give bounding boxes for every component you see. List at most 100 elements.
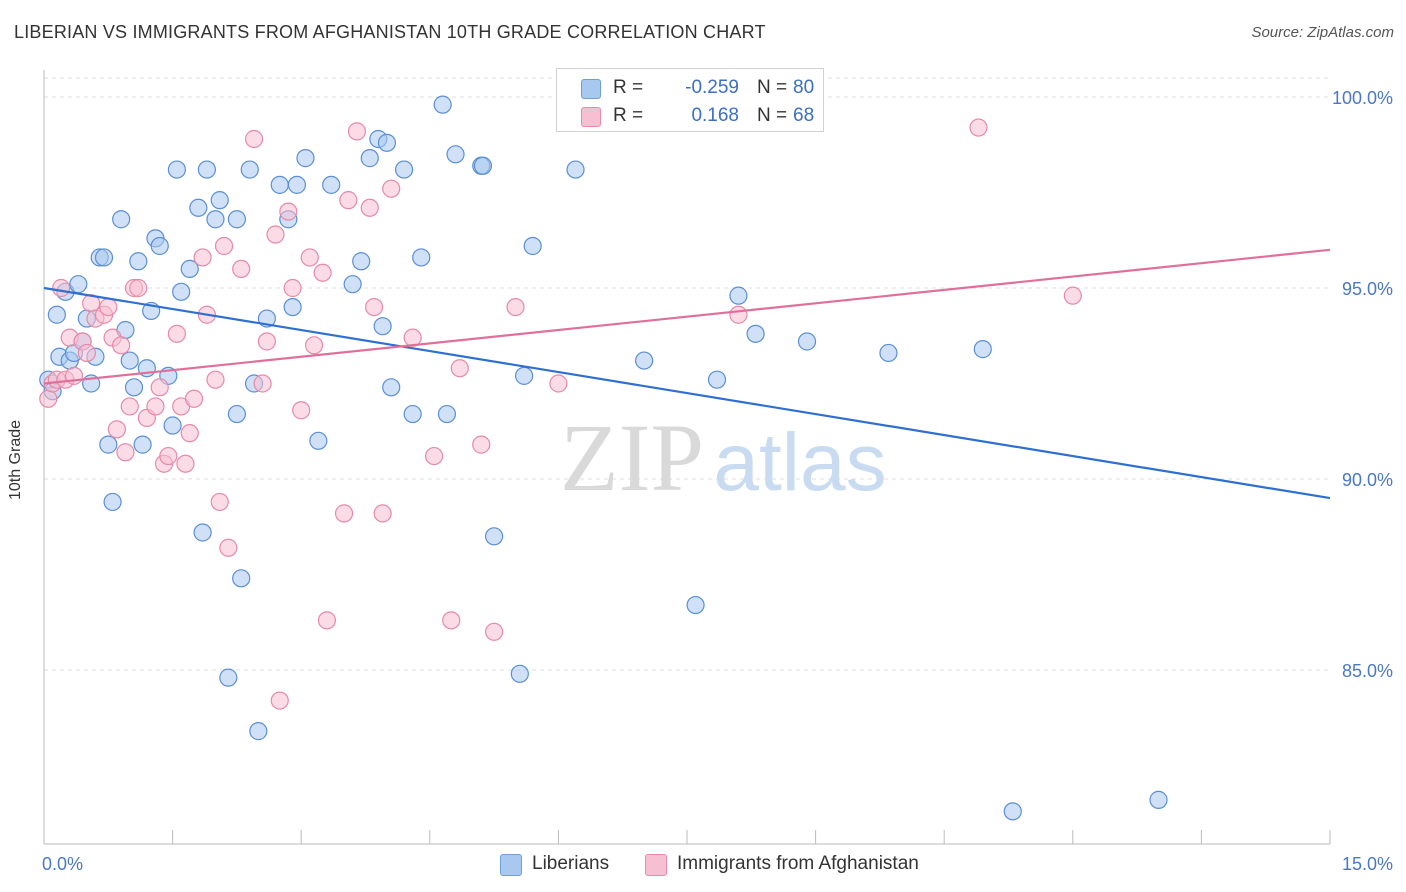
legend-swatch-pink: [581, 107, 601, 127]
liberian-point: [373, 317, 392, 336]
afghanistan-point: [442, 611, 461, 630]
afghanistan-point: [317, 611, 337, 630]
afghanistan-point: [339, 191, 358, 210]
liberian-point: [686, 595, 705, 615]
liberian-point: [322, 175, 341, 194]
legend-n-label: N =: [757, 77, 788, 98]
afghanistan-point: [176, 454, 195, 473]
liberian-point: [163, 416, 182, 435]
liberian-point: [232, 569, 251, 588]
afghanistan-point: [729, 305, 748, 324]
afghanistan-point: [485, 622, 504, 641]
liberian-point: [240, 160, 259, 179]
liberian-point: [129, 252, 148, 271]
liberian-point: [189, 198, 208, 217]
liberian-point: [485, 527, 504, 546]
liberian-point: [287, 175, 307, 194]
liberian-point: [270, 175, 289, 194]
liberian-point: [112, 210, 131, 229]
liberian-point: [352, 252, 371, 271]
liberian-point: [377, 133, 397, 152]
y-tick-labels: 85.0% 90.0% 95.0% 100.0%: [1332, 88, 1393, 681]
afghanistan-point: [424, 446, 444, 466]
liberian-point: [227, 210, 246, 229]
afghanistan-point: [120, 397, 139, 416]
afghanistan-point: [116, 443, 135, 462]
watermark-zip: ZIP: [560, 404, 704, 511]
legend-r-label: R =: [613, 77, 644, 98]
y-tick-label: 95.0%: [1342, 279, 1393, 299]
liberian-point: [150, 236, 169, 256]
legend-swatch-blue: [581, 79, 601, 99]
afghanistan-point: [347, 122, 367, 141]
afghanistan-point: [167, 324, 186, 343]
liberian-point: [133, 435, 152, 454]
afghanistan-point: [52, 278, 71, 298]
afghanistan-point: [283, 278, 302, 298]
liberian-point: [124, 378, 144, 397]
liberian-point: [1003, 802, 1022, 821]
watermark: ZIP atlas: [560, 404, 887, 511]
liberian-point: [437, 404, 457, 424]
x-tick-labels: 0.0% 15.0%: [42, 854, 1393, 874]
liberian-point: [515, 366, 534, 385]
liberian-point: [172, 282, 191, 301]
afghanistan-point: [107, 420, 126, 439]
liberian-point: [797, 332, 817, 351]
y-tick-label: 100.0%: [1332, 88, 1393, 108]
liberian-point: [879, 343, 898, 363]
afghanistan-point: [270, 691, 289, 710]
liberian-point: [309, 431, 328, 450]
liberian-point: [1149, 790, 1168, 809]
afghanistan-point: [219, 538, 238, 557]
afghanistan-point: [334, 504, 354, 523]
liberian-point: [219, 668, 238, 687]
y-tick-label: 85.0%: [1342, 661, 1393, 681]
x-tick-label-end: 15.0%: [1342, 854, 1393, 874]
afghanistan-point: [184, 389, 204, 408]
afghanistan-trend-line: [43, 248, 1331, 385]
afghanistan-point: [99, 298, 118, 317]
liberian-point: [382, 378, 401, 397]
liberian-point: [99, 435, 118, 454]
afghanistan-point: [232, 259, 251, 278]
afghanistan-point: [206, 370, 225, 389]
axes: [43, 70, 1331, 845]
liberian-point: [635, 351, 654, 370]
afghanistan-point: [313, 263, 332, 282]
afghanistan-point: [360, 198, 379, 217]
liberian-point: [394, 160, 414, 179]
liberian-point: [746, 324, 765, 343]
afghanistan-point: [1063, 286, 1082, 305]
liberian-point: [249, 722, 268, 741]
source-label: Source: ZipAtlas.com: [1251, 24, 1394, 41]
liberian-point: [103, 492, 122, 512]
afghanistan-point: [304, 336, 324, 355]
liberian-point: [206, 210, 225, 229]
liberian-point: [412, 248, 431, 267]
liberian-point: [707, 370, 727, 389]
afghanistan-point: [77, 343, 96, 363]
afghanistan-point: [39, 389, 58, 408]
liberian-point: [193, 523, 212, 542]
afghanistan-point: [472, 435, 491, 454]
afghanistan-point: [210, 492, 229, 512]
afghanistan-point: [364, 298, 384, 317]
series-legend: Liberians Immigrants from Afghanistan: [0, 852, 1406, 878]
afghanistan-point: [549, 374, 568, 393]
legend-r-value: -0.259: [685, 77, 739, 98]
legend-n-value: 68: [793, 105, 815, 126]
liberian-point: [403, 404, 422, 424]
correlation-legend: R = -0.259 N = 80 R = 0.168 N = 68: [556, 68, 824, 132]
liberian-point: [227, 404, 246, 424]
liberian-point: [360, 149, 379, 168]
afghanistan-point: [150, 378, 169, 397]
liberian-point: [433, 95, 452, 114]
afghanistan-point: [257, 332, 277, 351]
liberian-point: [566, 160, 585, 179]
series-legend-label: Immigrants from Afghanistan: [677, 853, 919, 874]
afghanistan-point: [112, 336, 131, 355]
afghanistan-point: [253, 374, 272, 393]
legend-n-value: 80: [793, 77, 815, 98]
liberian-point: [120, 351, 139, 370]
